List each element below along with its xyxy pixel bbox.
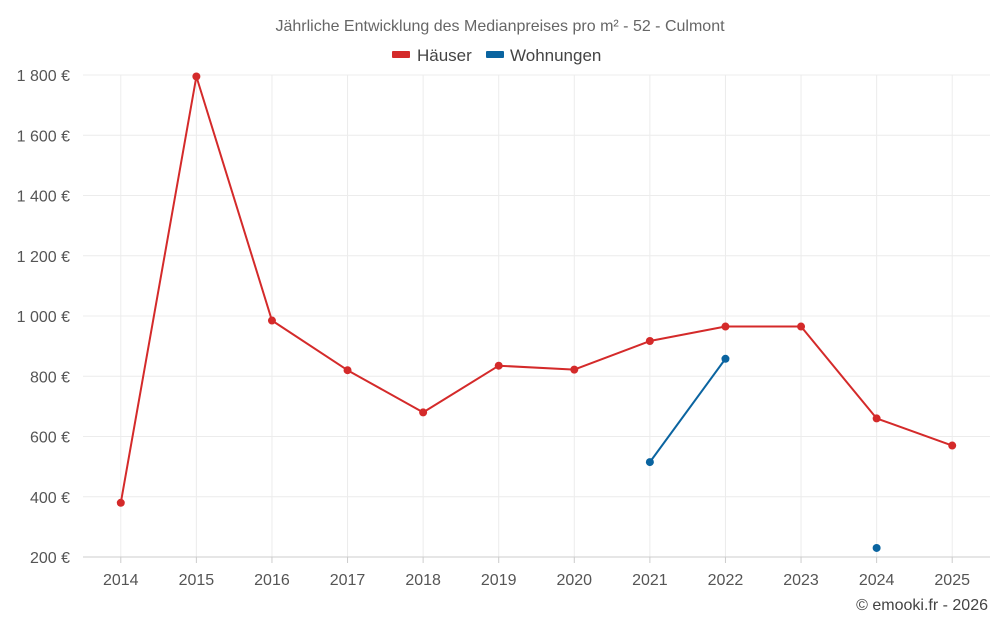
- y-tick-label: 200 €: [30, 550, 70, 567]
- data-point-wohnungen-2024[interactable]: [872, 543, 881, 552]
- legend-swatch-wohnungen: [486, 51, 504, 58]
- y-tick-label: 1 400 €: [17, 189, 70, 206]
- legend-label-wohnungen: Wohnungen: [510, 46, 601, 65]
- data-point-hauser-2024[interactable]: [872, 414, 881, 423]
- x-tick-label: 2022: [708, 572, 744, 589]
- data-point-hauser-2020[interactable]: [570, 365, 579, 374]
- x-tick-label: 2020: [556, 572, 592, 589]
- series: [116, 72, 957, 552]
- x-tick-label: 2024: [859, 572, 895, 589]
- x-tick-label: 2025: [934, 572, 970, 589]
- x-tick-label: 2017: [330, 572, 366, 589]
- x-tick-label: 2015: [179, 572, 215, 589]
- y-tick-label: 1 600 €: [17, 128, 70, 145]
- data-point-hauser-2016[interactable]: [267, 316, 276, 325]
- x-tick-label: 2023: [783, 572, 819, 589]
- x-tick-label: 2016: [254, 572, 290, 589]
- x-tick-label: 2018: [405, 572, 441, 589]
- data-point-wohnungen-2022[interactable]: [721, 354, 730, 363]
- data-point-hauser-2025[interactable]: [948, 441, 957, 450]
- y-tick-label: 1 000 €: [17, 309, 70, 326]
- data-point-hauser-2021[interactable]: [645, 337, 654, 346]
- data-point-hauser-2023[interactable]: [797, 322, 806, 331]
- legend-swatch-haeuser: [392, 51, 410, 58]
- data-point-hauser-2017[interactable]: [343, 366, 352, 375]
- series-wohnungen: [645, 354, 881, 552]
- data-point-hauser-2022[interactable]: [721, 322, 730, 331]
- axes: 200 € 400 € 600 € 800 € 1 000 € 1 200 € 1 400 …: [17, 68, 990, 589]
- legend: Häuser Wohnungen: [392, 46, 601, 65]
- y-tick-label: 1 200 €: [17, 249, 70, 266]
- data-point-hauser-2015[interactable]: [192, 72, 201, 81]
- data-point-wohnungen-2021[interactable]: [645, 458, 654, 467]
- y-tick-label: 800 €: [30, 369, 70, 386]
- data-point-hauser-2019[interactable]: [494, 361, 503, 370]
- data-point-hauser-2018[interactable]: [419, 408, 428, 417]
- x-tick-label: 2019: [481, 572, 517, 589]
- series-hauser: [116, 72, 957, 507]
- legend-item-wohnungen[interactable]: Wohnungen: [486, 46, 601, 65]
- y-tick-label: 1 800 €: [17, 68, 70, 85]
- y-tick-label: 600 €: [30, 430, 70, 447]
- series-line-hauser: [119, 75, 953, 503]
- x-tick-label: 2014: [103, 572, 139, 589]
- y-tick-label: 400 €: [30, 490, 70, 507]
- data-point-hauser-2014[interactable]: [116, 498, 125, 507]
- series-line-wohnungen: [649, 358, 727, 463]
- credit-text: © emooki.fr - 2026: [856, 597, 988, 614]
- x-tick-label: 2021: [632, 572, 668, 589]
- grid: [83, 74, 990, 558]
- legend-item-haeuser[interactable]: Häuser: [392, 46, 472, 65]
- chart-title: Jährliche Entwicklung des Medianpreises …: [275, 18, 725, 35]
- legend-label-haeuser: Häuser: [417, 46, 472, 65]
